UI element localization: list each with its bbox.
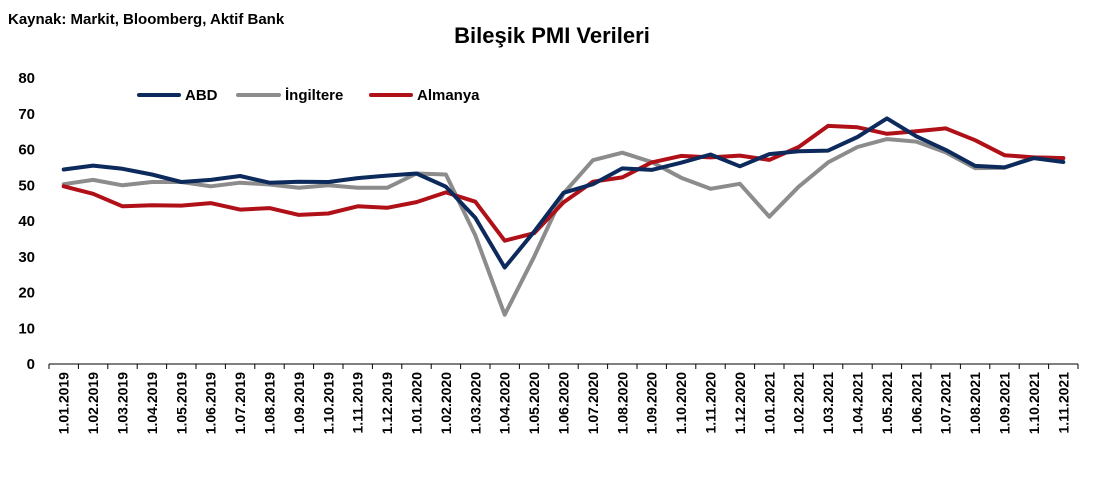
- legend-label: İngiltere: [285, 87, 343, 104]
- y-tick-label: 40: [18, 213, 35, 230]
- x-tick-label: 1.08.2020: [614, 372, 630, 434]
- x-tick-label: 1.10.2019: [320, 372, 336, 434]
- x-axis: 1.01.2019 1.02.2019 1.03.2019 1.04.2019 1.05…: [48, 364, 1079, 434]
- x-tick-label: 1.07.2019: [232, 372, 248, 434]
- x-tick-label: 1.09.2019: [291, 372, 307, 434]
- x-tick-label: 1.06.2019: [203, 372, 219, 434]
- x-tick-label: 1.06.2020: [556, 372, 572, 434]
- x-tick-label: 1.01.2021: [761, 372, 777, 434]
- x-tick-label: 1.11.2019: [350, 372, 366, 434]
- x-tick-label: 1.04.2020: [497, 372, 513, 434]
- x-tick-label: 1.06.2021: [908, 372, 924, 434]
- y-tick-label: 10: [18, 320, 35, 337]
- x-tick-label: 1.10.2020: [673, 372, 689, 434]
- x-tick-label: 1.03.2020: [467, 372, 483, 434]
- x-tick-label: 1.03.2019: [115, 372, 131, 434]
- x-tick-label: 1.10.2021: [1026, 372, 1042, 434]
- y-tick-label: 0: [27, 356, 35, 373]
- x-tick-label: 1.01.2019: [56, 372, 72, 434]
- y-tick-label: 60: [18, 142, 35, 159]
- x-tick-label: 1.09.2021: [997, 372, 1013, 434]
- x-tick-label: 1.08.2019: [262, 372, 278, 434]
- x-tick-label: 1.02.2019: [85, 372, 101, 434]
- x-tick-label: 1.05.2021: [879, 372, 895, 434]
- x-tick-label: 1.07.2021: [938, 372, 954, 434]
- x-tick-label: 1.09.2020: [644, 372, 660, 434]
- legend-label: Almanya: [417, 87, 480, 104]
- legend: ABD İngiltere Almanya: [137, 87, 480, 104]
- plot-area: [61, 116, 1066, 317]
- x-tick-label: 1.02.2021: [791, 372, 807, 434]
- x-tick-label: 1.11.2020: [703, 372, 719, 434]
- x-tick-label: 1.01.2020: [409, 372, 425, 434]
- source-note: Kaynak: Markit, Bloomberg, Aktif Bank: [8, 11, 285, 28]
- series-line-1: [61, 137, 1066, 317]
- x-tick-label: 1.04.2021: [850, 372, 866, 434]
- y-tick-label: 50: [18, 177, 35, 194]
- x-tick-label: 1.08.2021: [967, 372, 983, 434]
- x-tick-label: 1.03.2021: [820, 372, 836, 434]
- x-tick-label: 1.12.2019: [379, 372, 395, 434]
- y-tick-label: 30: [18, 249, 35, 266]
- x-tick-label: 1.05.2020: [526, 372, 542, 434]
- y-tick-label: 20: [18, 285, 35, 302]
- x-tick-label: 1.02.2020: [438, 372, 454, 434]
- x-tick-label: 1.11.2021: [1055, 372, 1071, 434]
- y-axis: 0 10 20 30 40 50 60 70 80: [18, 70, 35, 373]
- x-tick-label: 1.12.2020: [732, 372, 748, 434]
- y-tick-label: 70: [18, 106, 35, 123]
- x-tick-label: 1.07.2020: [585, 372, 601, 434]
- x-tick-label: 1.04.2019: [144, 372, 160, 434]
- legend-label: ABD: [185, 87, 218, 104]
- chart-title: Bileşik PMI Verileri: [454, 23, 650, 48]
- x-tick-label: 1.05.2019: [173, 372, 189, 434]
- y-tick-label: 80: [18, 70, 35, 87]
